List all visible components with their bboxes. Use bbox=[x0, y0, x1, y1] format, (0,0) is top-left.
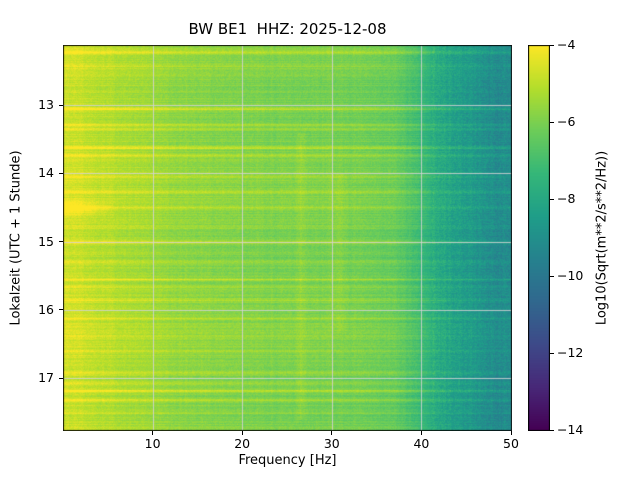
x-axis-label: Frequency [Hz] bbox=[238, 453, 337, 468]
colorbar-tick-mark bbox=[550, 198, 554, 200]
y-tick-mark bbox=[59, 377, 63, 379]
colorbar-tick-label: −8 bbox=[557, 191, 576, 206]
colorbar-gradient bbox=[528, 45, 550, 431]
x-tick-mark bbox=[510, 431, 512, 435]
x-tick-mark bbox=[331, 431, 333, 435]
colorbar-tick-mark bbox=[550, 44, 554, 46]
colorbar-tick-mark bbox=[550, 352, 554, 354]
x-tick-label: 20 bbox=[234, 436, 251, 451]
y-tick-label: 16 bbox=[38, 301, 54, 317]
y-tick-mark bbox=[59, 172, 63, 174]
x-tick-label: 50 bbox=[503, 436, 519, 451]
colorbar-tick-label: −10 bbox=[557, 268, 584, 283]
colorbar-tick-label: −14 bbox=[557, 422, 584, 437]
x-tick-label: 30 bbox=[323, 436, 340, 451]
y-tick-mark bbox=[59, 241, 63, 243]
colorbar-tick-label: −4 bbox=[557, 37, 576, 52]
colorbar-tick-label: −6 bbox=[557, 114, 576, 129]
y-tick-mark bbox=[59, 309, 63, 311]
x-tick-mark bbox=[241, 431, 243, 435]
colorbar-tick-mark bbox=[550, 275, 554, 277]
colorbar-tick-mark bbox=[550, 429, 554, 431]
x-tick-mark bbox=[152, 431, 154, 435]
plot-title: BW BE1 HHZ: 2025-12-08 bbox=[188, 20, 387, 38]
x-tick-label: 40 bbox=[413, 436, 430, 451]
x-tick-mark bbox=[420, 431, 422, 435]
colorbar-tick-label: −12 bbox=[557, 345, 584, 360]
y-tick-mark bbox=[59, 104, 63, 106]
y-tick-label: 17 bbox=[38, 370, 54, 386]
spectrogram-image bbox=[63, 45, 512, 431]
colorbar-label: Log10(Sqrt(m**2/s**2/Hz)) bbox=[594, 150, 610, 326]
y-axis-label: Lokalzeit (UTC + 1 Stunde) bbox=[8, 150, 24, 326]
x-tick-label: 10 bbox=[144, 436, 161, 451]
colorbar-tick-mark bbox=[550, 121, 554, 123]
y-tick-label: 14 bbox=[38, 165, 54, 181]
y-tick-label: 15 bbox=[38, 233, 54, 249]
y-tick-label: 13 bbox=[38, 97, 54, 113]
